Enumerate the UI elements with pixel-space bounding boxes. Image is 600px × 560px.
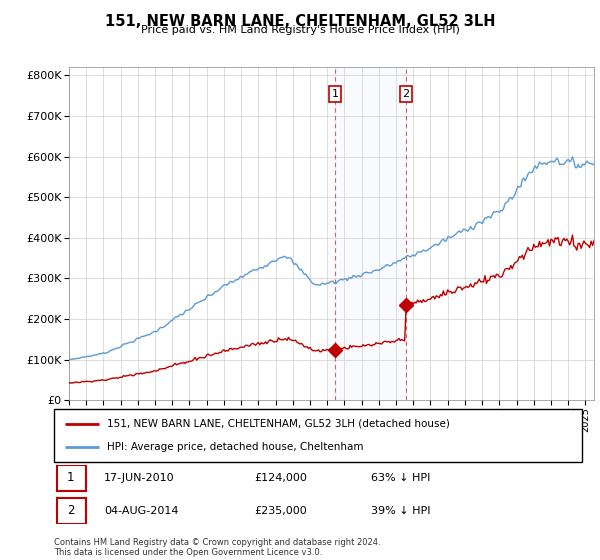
FancyBboxPatch shape bbox=[56, 465, 86, 491]
Text: 63% ↓ HPI: 63% ↓ HPI bbox=[371, 473, 430, 483]
Text: 1: 1 bbox=[332, 89, 338, 99]
Text: Price paid vs. HM Land Registry's House Price Index (HPI): Price paid vs. HM Land Registry's House … bbox=[140, 25, 460, 35]
FancyBboxPatch shape bbox=[56, 498, 86, 524]
Text: 2: 2 bbox=[403, 89, 410, 99]
Text: 17-JUN-2010: 17-JUN-2010 bbox=[104, 473, 175, 483]
FancyBboxPatch shape bbox=[54, 409, 582, 462]
Text: Contains HM Land Registry data © Crown copyright and database right 2024.
This d: Contains HM Land Registry data © Crown c… bbox=[54, 538, 380, 557]
Text: 151, NEW BARN LANE, CHELTENHAM, GL52 3LH: 151, NEW BARN LANE, CHELTENHAM, GL52 3LH bbox=[105, 14, 495, 29]
Bar bbox=[335, 67, 406, 400]
Text: 1: 1 bbox=[67, 471, 74, 484]
Text: 151, NEW BARN LANE, CHELTENHAM, GL52 3LH (detached house): 151, NEW BARN LANE, CHELTENHAM, GL52 3LH… bbox=[107, 419, 449, 429]
Text: £124,000: £124,000 bbox=[254, 473, 308, 483]
Text: 2: 2 bbox=[67, 504, 74, 517]
Text: 39% ↓ HPI: 39% ↓ HPI bbox=[371, 506, 430, 516]
Text: HPI: Average price, detached house, Cheltenham: HPI: Average price, detached house, Chel… bbox=[107, 442, 364, 452]
Text: 04-AUG-2014: 04-AUG-2014 bbox=[104, 506, 179, 516]
Text: £235,000: £235,000 bbox=[254, 506, 307, 516]
